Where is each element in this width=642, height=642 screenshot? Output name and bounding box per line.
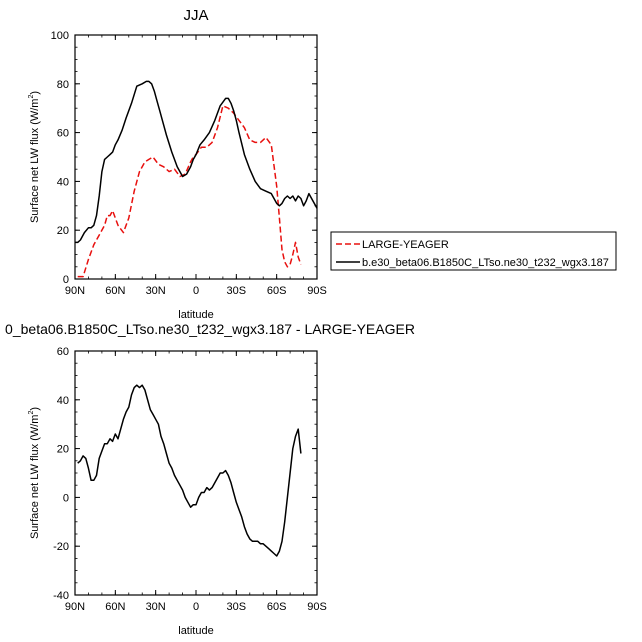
top-plot-frame [74,34,318,280]
x-tick-label: 60S [267,285,287,297]
x-tick-label: 0 [193,601,199,613]
bottom-y-axis-label-main: Surface net LW flux (W/m [29,415,41,540]
legend: LARGE-YEAGER b.e30_beta06.B1850C_LTso.ne… [330,231,617,271]
bottom-axis-ticks: 90N 60N 30N 0 30S 60S 90S -40 -20 0 20 40 60 [53,346,327,613]
bottom-panel: 0_beta06.B1850C_LTso.ne30_t232_wgx3.187 … [5,321,415,637]
y-tick-label: 40 [57,395,69,407]
x-tick-label: 90N [65,601,85,613]
x-tick-label: 30S [227,601,247,613]
series-line-large-yeager [77,105,302,278]
x-tick-label: 60S [267,601,287,613]
y-tick-label: 60 [57,128,69,140]
series-line-b-e30-beta06-b1850c-ltso-ne30-t232-wgx3-187 [75,80,318,244]
top-panel: JJA 90N 60N 30N 0 30S 60S 90S 0 20 40 60 80 100 lati… [28,7,327,321]
y-tick-label: 60 [57,346,69,358]
y-tick-label: 0 [63,492,69,504]
x-tick-label: 30N [146,285,166,297]
y-tick-label: -40 [53,590,69,602]
y-tick-label: -20 [53,541,69,553]
x-tick-label: 30S [227,285,247,297]
x-tick-label: 60N [105,601,125,613]
bottom-y-axis-label: Surface net LW flux (W/m2) [28,407,41,539]
y-tick-label: 80 [57,79,69,91]
top-y-axis-label: Surface net LW flux (W/m2) [28,91,41,223]
y-tick-label: 20 [57,444,69,456]
top-y-axis-label-main: Surface net LW flux (W/m [29,99,41,224]
legend-box [330,231,617,271]
top-y-axis-label-sup: 2 [28,95,35,99]
bottom-y-axis-label-close: ) [29,407,41,411]
y-tick-label: 20 [57,225,69,237]
x-tick-label: 30N [146,601,166,613]
top-x-axis-label: latitude [178,309,213,321]
bottom-chart-title: 0_beta06.B1850C_LTso.ne30_t232_wgx3.187 … [5,321,415,337]
y-tick-label: 0 [63,274,69,286]
legend-label-model-run: b.e30_beta06.B1850C_LTso.ne30_t232_wgx3.… [362,257,609,269]
y-tick-label: 40 [57,176,69,188]
x-tick-label: 90N [65,285,85,297]
bottom-plot-frame [74,350,318,596]
bottom-y-axis-label-sup: 2 [28,411,35,415]
legend-label-large-yeager: LARGE-YEAGER [362,239,449,251]
x-tick-label: 90S [307,601,327,613]
difference-series-line [77,384,302,557]
x-tick-label: 0 [193,285,199,297]
bottom-x-axis-label: latitude [178,625,213,637]
top-chart-title: JJA [183,7,208,24]
x-tick-label: 60N [105,285,125,297]
top-y-axis-label-close: ) [29,91,41,95]
top-series-lines [75,80,318,278]
x-tick-label: 90S [307,285,327,297]
top-axis-ticks: 90N 60N 30N 0 30S 60S 90S 0 20 40 60 80 100 [51,30,327,297]
bottom-series-lines [77,384,302,557]
y-tick-label: 100 [51,30,69,42]
